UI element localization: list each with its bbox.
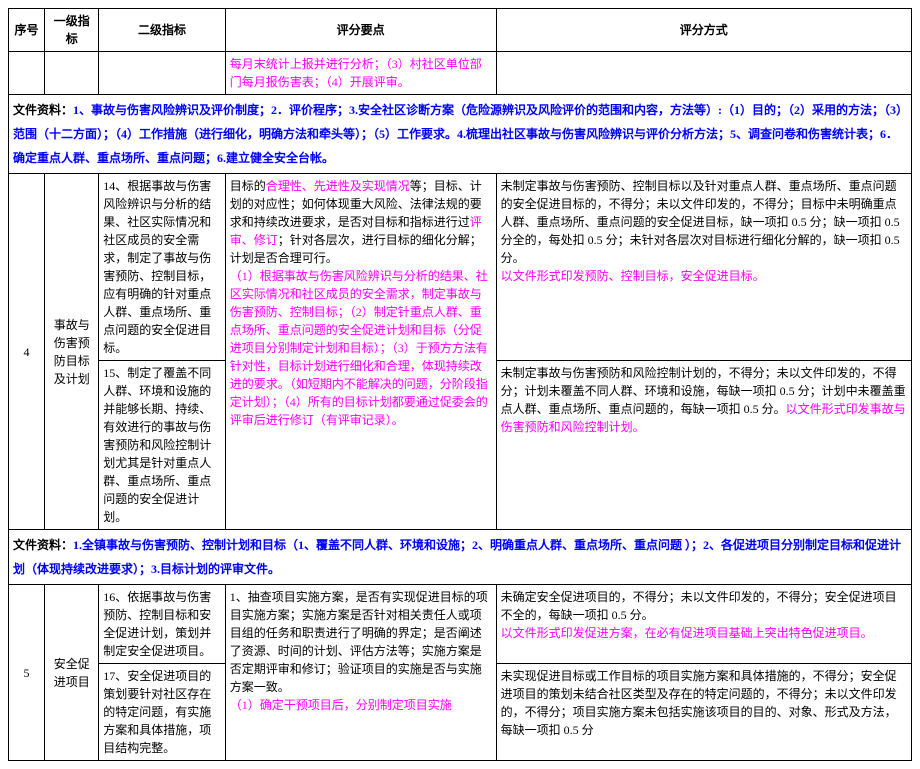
r2c4-1: 1、抽查项目实施方案，是否有实现促进目标的项目实施方案；实施方案是否针对相关责任… <box>230 590 488 694</box>
table-row: 4 事故与伤害预防目标及计划 14、根据事故与伤害风险辨识与分析的结果、社区实际… <box>9 174 912 361</box>
col-level2: 二级指标 <box>99 9 225 52</box>
r2a-c5-1: 未确定安全促进项目的，不得分；未以文件印发的，不得分；安全促进项目不全的，每缺一… <box>501 590 897 622</box>
r1c4-2: 合理性、先进性及实现情况 <box>266 179 410 193</box>
r2-c4: 1、抽查项目实施方案，是否有实现促进目标的项目实施方案；实施方案是否针对相关责任… <box>225 585 496 761</box>
doc1-prefix: 文件资料： <box>13 103 73 117</box>
r1b-c3: 15、制定了覆盖不同人群、环境和设施的并能够长期、持续、有效进行的事故与伤害预防… <box>99 361 225 530</box>
r2a-c5: 未确定安全促进项目的，不得分；未以文件印发的，不得分；安全促进项目不全的，每缺一… <box>496 585 911 664</box>
frag-c1 <box>9 52 45 95</box>
r1a-c5-2: 以文件形式印发预防、控制目标，安全促进目标。 <box>501 269 765 283</box>
frag-c4: 每月末统计上报并进行分析；（3）村社区单位部门每月报伤害表；（4）开展评审。 <box>225 52 496 95</box>
doc-materials-2: 文件资料：1.全镇事故与伤害预防、控制计划和目标（1、覆盖不同人群、环境和设施；… <box>9 530 912 585</box>
frag-c2 <box>45 52 99 95</box>
doc2-prefix: 文件资料： <box>13 538 73 552</box>
frag-c5 <box>496 52 911 95</box>
lvl1-5: 安全促进项目 <box>45 585 99 761</box>
doc2-text: 1.全镇事故与伤害预防、控制计划和目标（1、覆盖不同人群、环境和设施；2、明确重… <box>13 538 901 576</box>
frag-c4-text: 每月末统计上报并进行分析；（3）村社区单位部门每月报伤害表；（4）开展评审。 <box>230 57 482 89</box>
col-seq: 序号 <box>9 9 45 52</box>
r2c4-2: （1）确定干预项目后，分别制定项目实施 <box>230 698 452 712</box>
r1c4-1: 目标的 <box>230 179 266 193</box>
col-method: 评分方式 <box>496 9 911 52</box>
r2a-c5-2: 以文件形式印发促进方案，在必有促进项目基础上突出特色促进项目。 <box>501 626 873 640</box>
header-row: 序号 一级指标 二级指标 评分要点 评分方式 <box>9 9 912 52</box>
col-points: 评分要点 <box>225 9 496 52</box>
doc-materials-1: 文件资料：1、事故与伤害风险辨识及评价制度；2．评价程序；3.安全社区诊断方案（… <box>9 95 912 174</box>
scoring-table: 序号 一级指标 二级指标 评分要点 评分方式 每月末统计上报并进行分析；（3）村… <box>8 8 912 761</box>
r1-c4: 目标的合理性、先进性及实现情况等；目标、计划的对应性；如何体现重大风险、法律法规… <box>225 174 496 530</box>
fragment-row: 每月末统计上报并进行分析；（3）村社区单位部门每月报伤害表；（4）开展评审。 <box>9 52 912 95</box>
r1a-c5: 未制定事故与伤害预防、控制目标以及针对重点人群、重点场所、重点问题的安全促进目标… <box>496 174 911 361</box>
col-level1: 一级指标 <box>45 9 99 52</box>
r1c4-6: （1）根据事故与伤害风险辨识与分析的结果、社区实际情况和社区成员的安全需求，制定… <box>230 269 488 427</box>
r2a-c3: 16、依据事故与伤害预防、控制目标和安全促进计划，策划并制定安全促进项目。 <box>99 585 225 664</box>
doc1-text: 1、事故与伤害风险辨识及评价制度；2．评价程序；3.安全社区诊断方案（危险源辨识… <box>13 103 902 165</box>
r1b-c5: 未制定事故与伤害预防和风险控制计划的，不得分；未以文件印发的，不得分；计划未覆盖… <box>496 361 911 530</box>
table-row: 5 安全促进项目 16、依据事故与伤害预防、控制目标和安全促进计划，策划并制定安… <box>9 585 912 664</box>
lvl1-4: 事故与伤害预防目标及计划 <box>45 174 99 530</box>
doc-materials-row-2: 文件资料：1.全镇事故与伤害预防、控制计划和目标（1、覆盖不同人群、环境和设施；… <box>9 530 912 585</box>
doc-materials-row-1: 文件资料：1、事故与伤害风险辨识及评价制度；2．评价程序；3.安全社区诊断方案（… <box>9 95 912 174</box>
seq-5: 5 <box>9 585 45 761</box>
r1a-c3: 14、根据事故与伤害风险辨识与分析的结果、社区实际情况和社区成员的安全需求，制定… <box>99 174 225 361</box>
r2b-c5: 未实现促进目标或工作目标的项目实施方案和具体措施的，不得分；安全促进项目的策划未… <box>496 664 911 761</box>
r1a-c5-1: 未制定事故与伤害预防、控制目标以及针对重点人群、重点场所、重点问题的安全促进目标… <box>501 179 900 265</box>
frag-c3 <box>99 52 225 95</box>
r2b-c3: 17、安全促进项目的策划要针对社区存在的特定问题，有实施方案和具体措施，项目结构… <box>99 664 225 761</box>
seq-4: 4 <box>9 174 45 530</box>
